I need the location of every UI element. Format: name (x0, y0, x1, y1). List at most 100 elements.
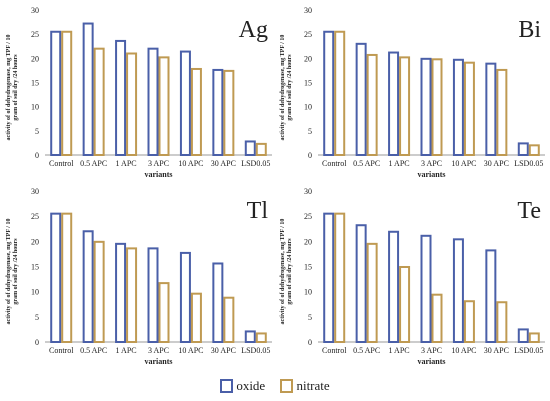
bar-nitrate-1 (93, 47, 105, 157)
x-tick-label: 30 APC (211, 346, 236, 355)
x-tick-label: LSD0.05 (241, 159, 270, 168)
bar-oxide-3 (147, 47, 159, 157)
y-tick-label: 10 (304, 103, 312, 112)
bar-oxide-1 (355, 42, 367, 156)
y-tick-label: 30 (304, 6, 312, 15)
bar-oxide-0 (50, 212, 62, 343)
y-tick-label: 25 (31, 30, 39, 39)
y-axis-label: activity of of dehydrogenase, mg TPF / 1… (280, 219, 293, 325)
y-tick-label: 0 (35, 338, 39, 347)
x-tick-label: Control (49, 346, 74, 355)
chart-panel-te: 0 5 10 15 20 25 30 Control 0.5 APC 1 APC 3 APC 10 A… (280, 187, 545, 366)
x-tick-label: Control (322, 159, 347, 168)
bar-nitrate-0 (61, 212, 73, 343)
x-tick-label: 30 APC (484, 159, 509, 168)
x-tick-label: LSD0.05 (514, 159, 543, 168)
x-axis-label: variants (418, 357, 446, 366)
bar-nitrate-3 (431, 58, 443, 156)
x-tick-label: Control (322, 346, 347, 355)
x-tick-label: 0.5 APC (353, 346, 380, 355)
x-tick-label: 3 APC (148, 346, 169, 355)
y-axis-label: activity of of dehydrogenase, mg TPF / 1… (280, 35, 293, 141)
y-tick-label: 25 (31, 212, 39, 221)
bar-nitrate-2 (126, 247, 138, 344)
x-tick-label: 30 APC (484, 346, 509, 355)
bar-nitrate-6 (255, 332, 267, 343)
y-tick-label: 30 (304, 187, 312, 196)
bar-oxide-2 (115, 242, 127, 344)
bar-oxide-4 (179, 251, 191, 343)
y-tick-label: 5 (35, 127, 39, 136)
bar-oxide-4 (452, 58, 464, 156)
x-tick-label: 1 APC (116, 159, 137, 168)
legend-swatch-oxide (220, 379, 234, 393)
bar-nitrate-6 (528, 144, 540, 156)
bar-oxide-1 (355, 224, 367, 343)
bar-oxide-6 (244, 140, 256, 156)
bar-nitrate-4 (463, 300, 475, 344)
x-axis-label: variants (418, 170, 446, 179)
bar-nitrate-4 (190, 292, 202, 343)
legend-label-nitrate: nitrate (296, 378, 330, 393)
bar-oxide-4 (452, 238, 464, 344)
x-tick-label: 10 APC (451, 159, 476, 168)
x-tick-label: 0.5 APC (80, 346, 107, 355)
x-tick-label: 3 APC (421, 159, 442, 168)
y-tick-label: 15 (304, 79, 312, 88)
y-tick-label: 0 (308, 338, 312, 347)
legend-swatch-nitrate (280, 379, 294, 393)
x-tick-label: 1 APC (389, 346, 410, 355)
x-tick-label: 0.5 APC (80, 159, 107, 168)
bar-oxide-1 (82, 230, 94, 343)
bar-nitrate-0 (334, 212, 346, 343)
bar-nitrate-1 (93, 240, 105, 343)
bar-oxide-1 (82, 22, 94, 156)
bar-oxide-6 (517, 328, 529, 343)
chart-panel-tl: 0 5 10 15 20 25 30 Control 0.5 APC 1 APC 3 APC 10 A… (6, 187, 272, 366)
bar-oxide-6 (244, 330, 256, 343)
bar-oxide-6 (517, 142, 529, 156)
y-tick-label: 0 (35, 151, 39, 160)
bar-oxide-5 (485, 249, 497, 343)
y-tick-label: 25 (304, 30, 312, 39)
bar-oxide-0 (323, 212, 335, 343)
bar-nitrate-2 (399, 266, 411, 343)
bar-oxide-2 (115, 39, 127, 156)
x-tick-label: LSD0.05 (514, 346, 543, 355)
chart-panel-ag: 0 5 10 15 20 25 30 Control 0.5 APC 1 APC 3 APC 10 A… (6, 6, 272, 179)
bar-oxide-4 (179, 50, 191, 156)
bar-nitrate-5 (496, 301, 508, 343)
bar-oxide-3 (420, 57, 432, 156)
bar-oxide-0 (50, 30, 62, 156)
bar-nitrate-1 (366, 53, 378, 157)
y-tick-label: 10 (304, 288, 312, 297)
bar-oxide-2 (388, 51, 400, 156)
x-tick-label: 3 APC (148, 159, 169, 168)
x-tick-label: 0.5 APC (353, 159, 380, 168)
y-tick-label: 0 (308, 151, 312, 160)
panel-element-label: Bi (518, 17, 541, 43)
bar-nitrate-3 (158, 56, 170, 156)
y-tick-label: 20 (304, 237, 312, 246)
y-axis-label: activity of of dehydrogenase, mg TPF / 1… (6, 35, 19, 141)
bar-nitrate-5 (223, 69, 235, 156)
bar-nitrate-5 (496, 68, 508, 156)
legend-item-oxide: oxide (220, 378, 265, 394)
y-tick-label: 15 (31, 263, 39, 272)
x-tick-label: Control (49, 159, 74, 168)
bar-oxide-3 (420, 234, 432, 343)
bar-nitrate-5 (223, 296, 235, 343)
bar-oxide-5 (212, 68, 224, 156)
y-tick-label: 30 (31, 187, 39, 196)
x-tick-label: 10 APC (178, 346, 203, 355)
y-tick-label: 25 (304, 212, 312, 221)
bar-oxide-3 (147, 247, 159, 344)
bar-nitrate-3 (158, 282, 170, 343)
bar-nitrate-4 (463, 61, 475, 156)
x-tick-label: 1 APC (389, 159, 410, 168)
y-tick-label: 5 (35, 313, 39, 322)
legend: oxide nitrate (0, 378, 550, 397)
y-axis-label: activity of of dehydrogenase, mg TPF / 1… (6, 219, 19, 325)
x-tick-label: 1 APC (116, 346, 137, 355)
